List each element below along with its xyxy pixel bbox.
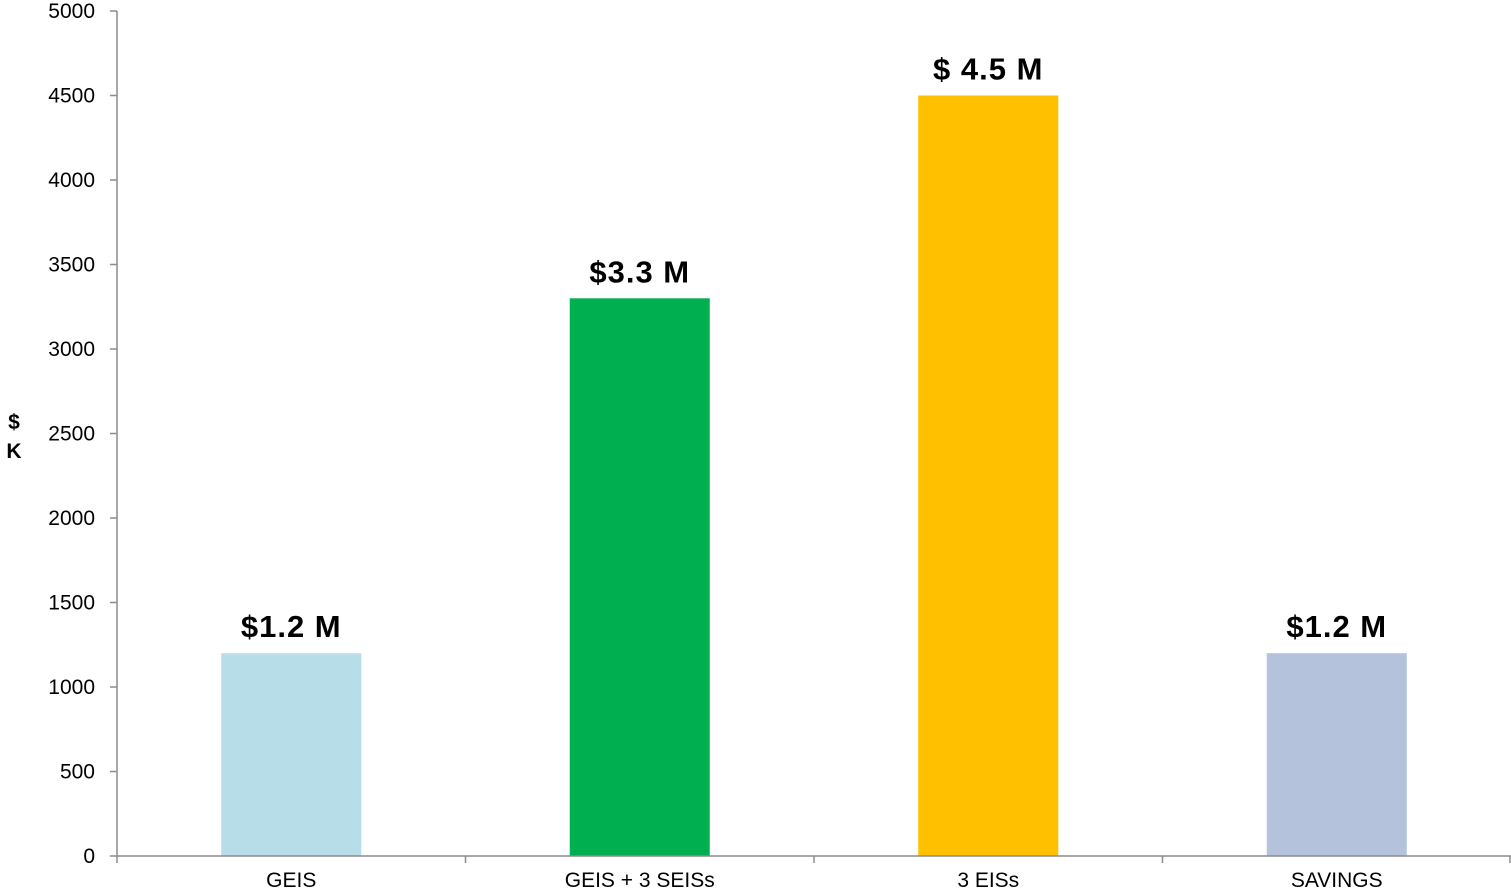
- y-tick-label: 5000: [48, 0, 95, 23]
- x-tick-label: 3 EISs: [957, 869, 1019, 892]
- bar-2: [918, 95, 1059, 856]
- bar-1: [569, 298, 710, 856]
- y-tick-label: 0: [83, 845, 95, 868]
- data-label: $1.2 M: [1286, 609, 1387, 644]
- x-tick-label: GEIS + 3 SEISs: [565, 869, 715, 892]
- y-tick-label: 3000: [48, 338, 95, 361]
- y-tick-label: 4500: [48, 85, 95, 108]
- bar-3: [1266, 653, 1407, 856]
- data-label: $3.3 M: [589, 254, 690, 289]
- y-axis-label-line-1: $: [8, 411, 20, 434]
- x-tick-label: GEIS: [266, 869, 316, 892]
- y-tick-label: 1500: [48, 592, 95, 615]
- bar-0: [221, 653, 362, 856]
- plot-area: 0 500 1000 1500 2000 2500 3000 3500 4000 4500 5000…: [48, 0, 1511, 892]
- data-label: $ 4.5 M: [933, 52, 1043, 87]
- y-axis-label-line-2: K: [6, 440, 21, 463]
- y-tick-label: 2000: [48, 507, 95, 530]
- y-tick-label: 4000: [48, 169, 95, 192]
- y-tick-label: 500: [60, 761, 95, 784]
- y-tick-label: 1000: [48, 676, 95, 699]
- x-tick-label: SAVINGS: [1291, 869, 1383, 892]
- y-tick-label: 3500: [48, 254, 95, 277]
- data-label: $1.2 M: [241, 609, 342, 644]
- y-tick-label: 2500: [48, 423, 95, 446]
